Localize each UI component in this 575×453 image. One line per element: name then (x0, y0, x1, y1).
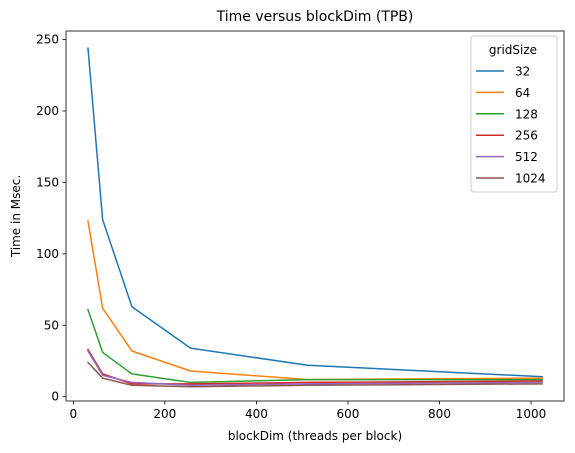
legend: gridSize 32 64 128 256 512 1024 (470, 35, 558, 193)
y-tick-label-2: 100 (36, 247, 59, 261)
x-tick-label-3: 600 (337, 407, 360, 421)
y-tick-label-1: 50 (44, 318, 59, 332)
legend-label-128: 128 (515, 107, 538, 121)
legend-label-1024: 1024 (515, 172, 546, 186)
plot-area (65, 30, 565, 402)
legend-items: 32 64 128 256 512 1024 (476, 65, 546, 186)
x-tick-label-1: 200 (153, 407, 176, 421)
series-line-128 (87, 308, 543, 384)
series-line-32 (87, 47, 543, 378)
y-tick-label-0: 0 (51, 390, 59, 404)
legend-label-256: 256 (515, 129, 538, 143)
y-tick-label-4: 200 (36, 104, 59, 118)
x-tick-label-5: 1000 (516, 407, 547, 421)
x-axis-label: blockDim (threads per block) (228, 429, 402, 443)
y-axis-label: Time in Msec. (9, 175, 23, 258)
x-tick-label-0: 0 (70, 407, 78, 421)
x-axis: 0 200 400 600 800 1000 (70, 401, 547, 421)
chart-title: Time versus blockDim (TPB) (216, 9, 414, 25)
series-layer (86, 47, 543, 388)
series-line-1024 (86, 361, 543, 388)
legend-label-32: 32 (515, 65, 530, 79)
legend-label-512: 512 (515, 150, 538, 164)
plot-frame (65, 30, 565, 402)
legend-box (470, 35, 558, 193)
x-tick-label-4: 800 (428, 407, 451, 421)
y-axis: 0 50 100 150 200 250 (36, 33, 66, 404)
x-tick-label-2: 400 (245, 407, 268, 421)
y-tick-label-3: 150 (36, 175, 59, 189)
legend-title: gridSize (489, 43, 537, 57)
y-tick-label-5: 250 (36, 33, 59, 47)
legend-label-64: 64 (515, 86, 530, 100)
series-line-512 (86, 349, 543, 387)
